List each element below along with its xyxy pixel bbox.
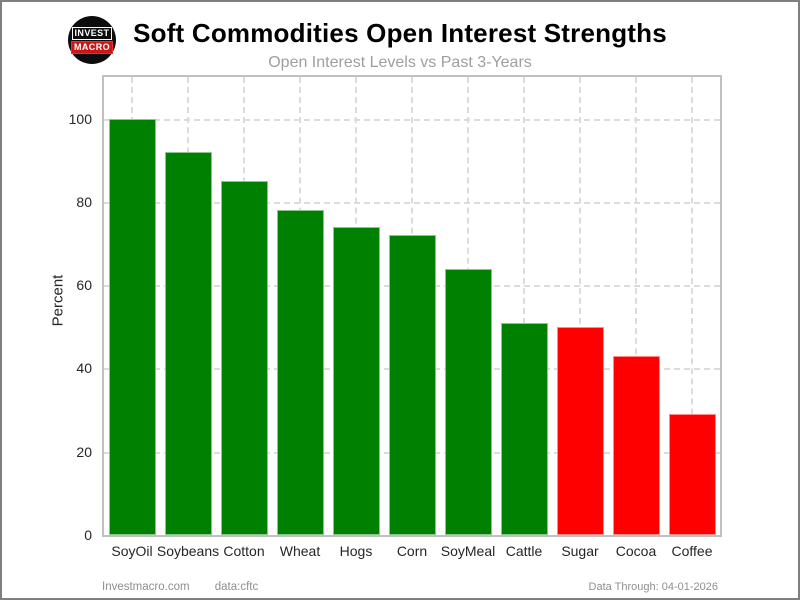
x-tick-label-cotton: Cotton: [223, 543, 265, 559]
y-tick-label-0: 0: [84, 527, 92, 543]
investmacro-logo-icon: INVEST MACRO: [68, 16, 116, 64]
footer-site: Investmacro.com: [102, 581, 190, 593]
x-tick-label-hogs: Hogs: [339, 543, 373, 559]
v-gridline: [579, 77, 581, 535]
bar-corn: [388, 235, 436, 535]
bar-cotton: [220, 181, 268, 535]
y-tick-label-20: 20: [76, 443, 92, 460]
y-tick-label-40: 40: [76, 360, 92, 377]
plot-area: [102, 75, 722, 537]
x-tick-label-cattle: Cattle: [505, 543, 543, 559]
bar-hogs: [332, 226, 380, 535]
x-tick-label-sugar: Sugar: [561, 543, 599, 559]
bar-sugar: [556, 326, 604, 535]
logo-invest-text: INVEST: [71, 26, 113, 40]
y-tick-label-80: 80: [76, 193, 92, 210]
bar-wheat: [276, 210, 324, 535]
x-tick-label-wheat: Wheat: [279, 543, 321, 559]
footer-source: data:cftc: [214, 581, 259, 593]
logo-macro-text: MACRO: [71, 40, 113, 54]
footer-left: Investmacro.com data:cftc: [102, 581, 258, 593]
x-tick-label-cocoa: Cocoa: [615, 543, 657, 559]
v-gridline: [635, 77, 637, 535]
bar-soyoil: [108, 118, 156, 535]
bar-coffee: [668, 414, 716, 535]
footer-data-through: Data Through: 04-01-2026: [588, 581, 718, 593]
chart-title: Soft Commodities Open Interest Strengths: [133, 18, 667, 48]
y-tick-label-60: 60: [76, 277, 92, 294]
v-gridline: [523, 77, 525, 535]
x-tick-label-coffee: Coffee: [671, 543, 713, 559]
bar-soybeans: [164, 151, 212, 535]
bar-soymeal: [444, 268, 492, 535]
bar-cattle: [500, 322, 548, 535]
x-tick-label-soybeans: Soybeans: [156, 543, 220, 559]
x-tick-label-soymeal: SoyMeal: [440, 543, 496, 559]
x-tick-label-soyoil: SoyOil: [111, 543, 153, 559]
y-tick-label-100: 100: [68, 110, 92, 127]
chart-subtitle: Open Interest Levels vs Past 3-Years: [268, 54, 532, 71]
x-tick-label-corn: Corn: [396, 543, 428, 559]
v-gridline: [691, 77, 693, 535]
bar-cocoa: [612, 355, 660, 535]
